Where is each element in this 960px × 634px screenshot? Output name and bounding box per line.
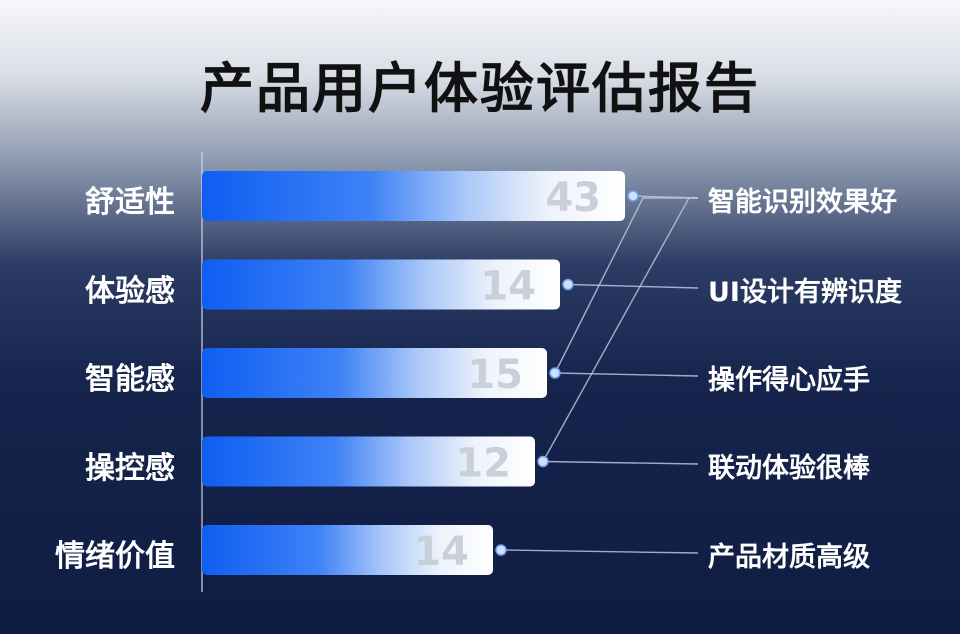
bar-value-label: 12 [455, 441, 511, 487]
connector-line [500, 549, 699, 554]
bar [202, 436, 535, 487]
callout-label: 智能识别效果好 [708, 187, 897, 218]
bar-group: 43 [202, 171, 625, 221]
category-label: 舒适性 [85, 185, 175, 220]
connector-line [542, 197, 698, 462]
category-label: 操控感 [85, 450, 175, 486]
category-label: 智能感 [85, 362, 175, 397]
bar-value-label: 14 [413, 529, 469, 575]
bar-group: 15 [202, 348, 547, 398]
bar [202, 259, 560, 310]
connector-dot [549, 367, 561, 379]
bar [202, 525, 493, 575]
bar-group: 14 [202, 525, 493, 575]
connector-line [542, 460, 699, 465]
callout-label: UI设计有辨识度 [708, 277, 902, 308]
bar-value-label: 15 [467, 352, 523, 398]
bar-group: 14 [202, 259, 560, 310]
callout-label: 操作得心应手 [708, 365, 870, 396]
bar-value-label: 43 [545, 175, 601, 221]
connector-dot [562, 278, 574, 291]
chart-title: 产品用户体验评估报告 [200, 57, 760, 120]
bar [202, 348, 547, 398]
connector-dot [627, 190, 639, 202]
connector-line [554, 197, 698, 374]
callout-label: 联动体验很棒 [708, 453, 870, 484]
connector-dot [495, 544, 507, 556]
bar-value-label: 14 [480, 264, 536, 310]
bar [202, 171, 625, 221]
callout-label: 产品材质高级 [708, 542, 870, 573]
category-label: 体验感 [85, 273, 175, 309]
category-label: 情绪价值 [55, 539, 175, 574]
connector-line [554, 372, 699, 377]
bar-group: 12 [202, 436, 535, 487]
connector-dot [537, 455, 549, 468]
connector-line [567, 283, 699, 289]
